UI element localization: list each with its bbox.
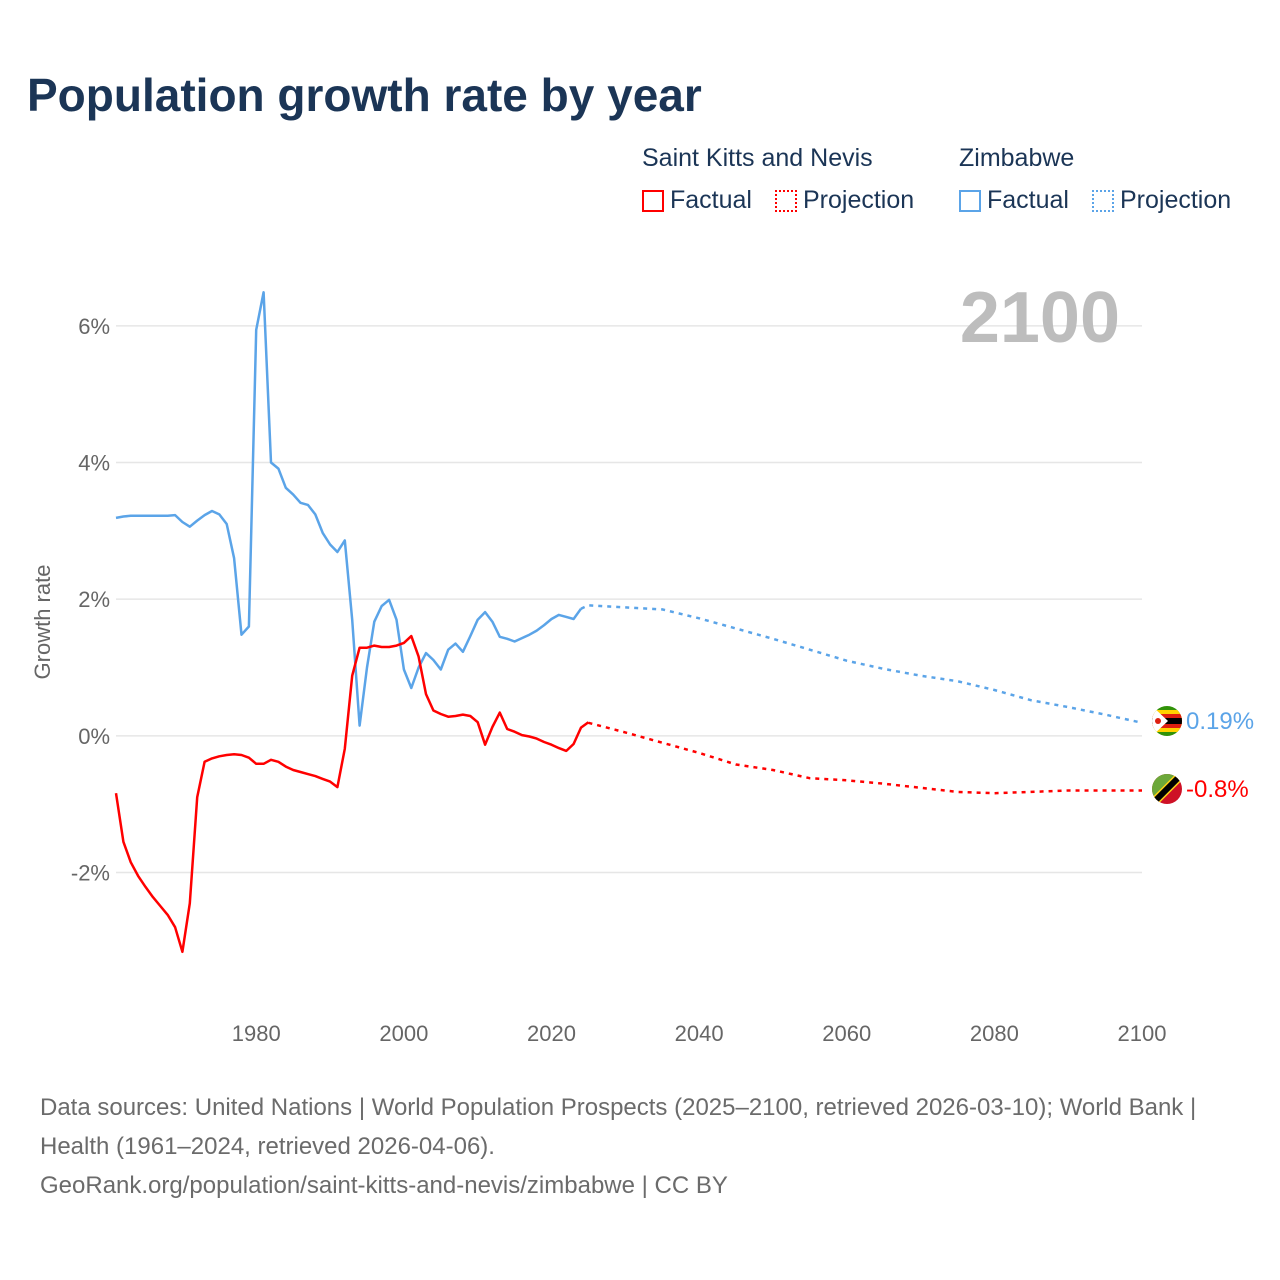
- x-tick-label: 2040: [675, 1021, 724, 1046]
- line-chart: -2%0%2%4%6%1980 2000 2020 2040 2060 2080 2100 …: [30, 278, 1254, 1046]
- series-line-zimbabwe-projection: [580, 604, 1143, 725]
- series-line-saint-kitts-and-nevis-projection: [588, 721, 1142, 795]
- skn-end-label: -0.8%: [1186, 776, 1249, 803]
- legend-swatch-solid: [642, 189, 664, 212]
- y-tick-label: 4%: [78, 451, 110, 476]
- y-tick-label: -2%: [71, 861, 110, 886]
- y-tick-label: 6%: [78, 314, 110, 339]
- legend-swatch-dotted: [1092, 189, 1114, 212]
- legend-group-skn: Saint Kitts and Nevis: [642, 144, 873, 172]
- legend-label: Factual: [670, 186, 752, 214]
- x-tick-label: 2060: [822, 1021, 871, 1046]
- x-tick-label: 2080: [970, 1021, 1019, 1046]
- legend-skn-factual[interactable]: Factual: [642, 186, 752, 215]
- x-tick-label: 1980: [232, 1021, 281, 1046]
- legend-skn-projection[interactable]: Projection: [775, 186, 914, 215]
- legend-label: Projection: [1120, 186, 1232, 214]
- x-tick-label: 2020: [527, 1021, 576, 1046]
- x-tick-label: 2000: [379, 1021, 428, 1046]
- series-line-saint-kitts-and-nevis-factual: [114, 634, 590, 954]
- x-tick-label: 2100: [1118, 1021, 1167, 1046]
- series-line-zimbabwe-factual: [115, 291, 583, 727]
- legend-label: Factual: [987, 186, 1069, 214]
- y-tick-label: 0%: [78, 724, 110, 749]
- y-tick-label: 2%: [78, 587, 110, 612]
- legend-swatch-dotted: [775, 189, 797, 212]
- year-display: 2100: [960, 278, 1120, 358]
- zimbabwe-end-label: 0.19%: [1186, 708, 1254, 735]
- legend-zimbabwe-projection[interactable]: Projection: [1092, 186, 1231, 215]
- saint-kitts-flag-icon: [1152, 774, 1182, 804]
- legend-zimbabwe-factual[interactable]: Factual: [959, 186, 1069, 215]
- sources-text: Data sources: United Nations | World Pop…: [40, 1094, 1197, 1160]
- data-sources: Data sources: United Nations | World Pop…: [40, 1088, 1240, 1205]
- legend-label: Projection: [803, 186, 915, 214]
- y-axis-label: Growth rate: [30, 565, 55, 680]
- attribution-link[interactable]: GeoRank.org/population/saint-kitts-and-n…: [40, 1172, 728, 1199]
- legend-group-zimbabwe: Zimbabwe: [959, 144, 1075, 172]
- legend-swatch-solid: [959, 189, 981, 212]
- zimbabwe-flag-icon: [1152, 706, 1182, 736]
- chart-title: Population growth rate by year: [27, 69, 702, 121]
